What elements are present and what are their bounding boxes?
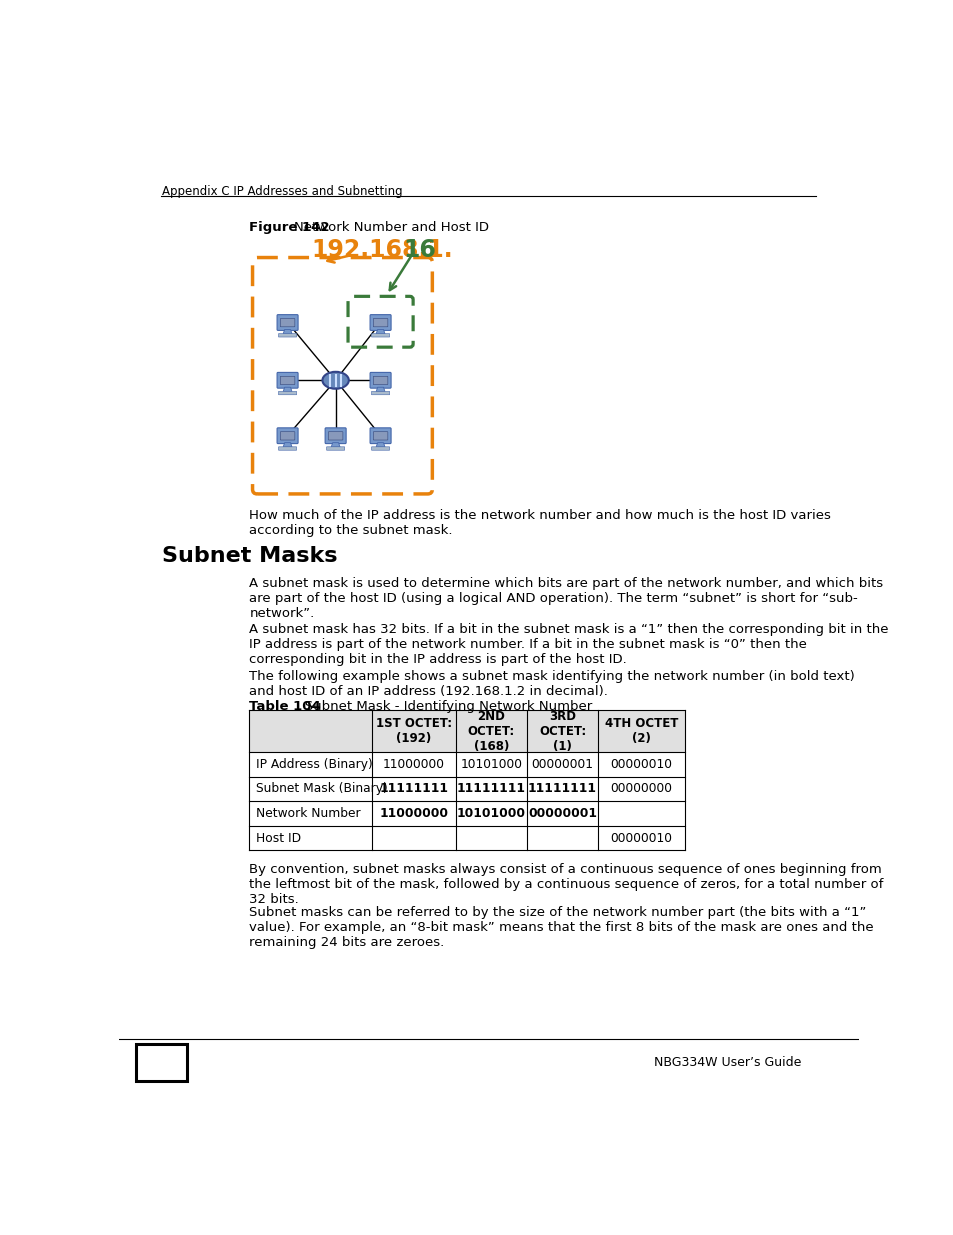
Text: 192.168.1.: 192.168.1. (311, 237, 453, 262)
Text: IP Address (Binary): IP Address (Binary) (255, 758, 372, 771)
FancyBboxPatch shape (276, 427, 297, 443)
FancyBboxPatch shape (253, 258, 432, 494)
Text: Appendix C IP Addresses and Subnetting: Appendix C IP Addresses and Subnetting (162, 185, 402, 198)
Text: NBG334W User’s Guide: NBG334W User’s Guide (653, 1056, 801, 1068)
FancyBboxPatch shape (373, 319, 388, 327)
Text: 1ST OCTET:
(192): 1ST OCTET: (192) (375, 718, 452, 745)
Text: Network Number: Network Number (255, 806, 360, 820)
Text: 00000010: 00000010 (610, 831, 672, 845)
FancyBboxPatch shape (328, 432, 342, 440)
Text: Subnet Mask - Identifying Network Number: Subnet Mask - Identifying Network Number (292, 699, 592, 713)
FancyBboxPatch shape (249, 752, 684, 777)
Text: 11111111: 11111111 (379, 782, 448, 795)
FancyBboxPatch shape (370, 427, 391, 443)
FancyBboxPatch shape (249, 826, 684, 851)
FancyBboxPatch shape (370, 373, 391, 388)
FancyBboxPatch shape (371, 447, 389, 451)
Text: 4TH OCTET
(2): 4TH OCTET (2) (604, 718, 678, 745)
Text: 11111111: 11111111 (456, 782, 525, 795)
FancyBboxPatch shape (326, 447, 344, 451)
Text: 11000000: 11000000 (379, 806, 448, 820)
Polygon shape (375, 388, 385, 391)
Text: 11000000: 11000000 (382, 758, 444, 771)
Text: 242: 242 (135, 1051, 188, 1074)
FancyBboxPatch shape (280, 319, 294, 327)
FancyBboxPatch shape (249, 802, 684, 826)
Polygon shape (283, 330, 292, 333)
FancyBboxPatch shape (278, 333, 296, 337)
Text: Subnet masks can be referred to by the size of the network number part (the bits: Subnet masks can be referred to by the s… (249, 906, 873, 948)
FancyBboxPatch shape (276, 373, 297, 388)
FancyBboxPatch shape (325, 427, 346, 443)
Polygon shape (283, 388, 292, 391)
Text: 16: 16 (402, 237, 436, 262)
Text: How much of the IP address is the network number and how much is the host ID var: How much of the IP address is the networ… (249, 509, 830, 536)
Text: 00000001: 00000001 (531, 758, 593, 771)
Text: Network Number and Host ID: Network Number and Host ID (294, 221, 489, 233)
FancyBboxPatch shape (249, 777, 684, 802)
Text: Subnet Mask (Binary): Subnet Mask (Binary) (255, 782, 387, 795)
Text: The following example shows a subnet mask identifying the network number (in bol: The following example shows a subnet mas… (249, 671, 854, 698)
Text: Host ID: Host ID (255, 831, 300, 845)
FancyBboxPatch shape (373, 432, 388, 440)
FancyBboxPatch shape (136, 1045, 187, 1082)
Text: 3RD
OCTET:
(1): 3RD OCTET: (1) (538, 710, 585, 752)
Polygon shape (331, 442, 339, 447)
Text: Subnet Masks: Subnet Masks (162, 546, 337, 566)
Text: 2ND
OCTET:
(168): 2ND OCTET: (168) (467, 710, 515, 752)
Text: 10101000: 10101000 (456, 806, 525, 820)
FancyBboxPatch shape (276, 315, 297, 331)
FancyBboxPatch shape (370, 315, 391, 331)
FancyBboxPatch shape (278, 447, 296, 451)
Text: Table 104: Table 104 (249, 699, 321, 713)
Ellipse shape (322, 372, 349, 389)
Text: 11111111: 11111111 (528, 782, 597, 795)
Text: 00000010: 00000010 (610, 758, 672, 771)
Text: Figure 142: Figure 142 (249, 221, 330, 233)
Text: By convention, subnet masks always consist of a continuous sequence of ones begi: By convention, subnet masks always consi… (249, 863, 882, 905)
FancyBboxPatch shape (280, 432, 294, 440)
FancyBboxPatch shape (278, 391, 296, 395)
FancyBboxPatch shape (371, 333, 389, 337)
FancyBboxPatch shape (371, 391, 389, 395)
Text: 10101000: 10101000 (459, 758, 521, 771)
Polygon shape (283, 442, 292, 447)
Polygon shape (375, 330, 385, 333)
Text: A subnet mask is used to determine which bits are part of the network number, an: A subnet mask is used to determine which… (249, 577, 882, 620)
Text: A subnet mask has 32 bits. If a bit in the subnet mask is a “1” then the corresp: A subnet mask has 32 bits. If a bit in t… (249, 622, 888, 666)
FancyBboxPatch shape (373, 377, 388, 384)
Polygon shape (375, 442, 385, 447)
FancyBboxPatch shape (280, 377, 294, 384)
Text: 00000000: 00000000 (610, 782, 672, 795)
Text: 00000001: 00000001 (528, 806, 597, 820)
FancyBboxPatch shape (249, 710, 684, 752)
